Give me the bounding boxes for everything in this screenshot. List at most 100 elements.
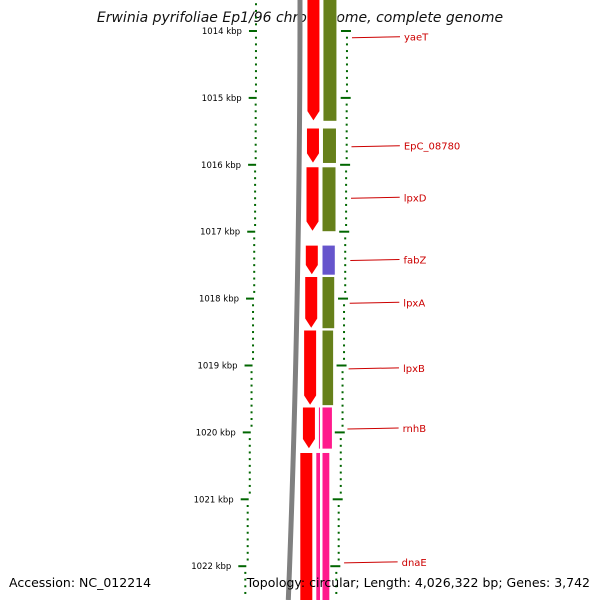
cog-block-yaeT bbox=[322, 0, 338, 122]
right-minor-tick bbox=[345, 217, 348, 220]
minor-tick bbox=[252, 331, 255, 334]
right-minor-tick bbox=[339, 491, 342, 494]
minor-tick bbox=[254, 177, 257, 180]
right-minor-tick bbox=[341, 391, 344, 394]
right-minor-tick bbox=[345, 76, 348, 79]
right-minor-tick bbox=[339, 438, 342, 441]
right-minor-tick bbox=[345, 177, 348, 180]
gene-arrow-lpxB bbox=[303, 329, 318, 407]
gene-tracks bbox=[285, 0, 338, 600]
minor-tick bbox=[246, 525, 249, 528]
minor-tick bbox=[248, 484, 251, 487]
right-minor-tick bbox=[345, 63, 348, 66]
gene-label-EpC_08780: EpC_08780 bbox=[404, 142, 460, 153]
minor-tick bbox=[246, 545, 249, 548]
minor-tick bbox=[246, 558, 249, 561]
right-minor-tick bbox=[343, 310, 346, 313]
scale-ruler: 1014 kbp 1015 kbp 1016 kbp 1017 kbp 1018 kbp… bbox=[191, 3, 351, 594]
gene-arrow-fabZ bbox=[304, 244, 319, 277]
right-minor-tick bbox=[345, 70, 348, 73]
minor-tick bbox=[248, 491, 251, 494]
right-minor-tick bbox=[339, 471, 342, 474]
right-minor-tick bbox=[344, 237, 347, 240]
minor-tick bbox=[248, 464, 251, 467]
right-minor-tick bbox=[345, 110, 348, 113]
minor-tick bbox=[244, 578, 247, 581]
gene-label-dnaE: dnaE bbox=[402, 558, 427, 569]
right-minor-tick bbox=[337, 558, 340, 561]
minor-tick bbox=[246, 538, 249, 541]
accession-text: Accession: NC_012214 bbox=[9, 575, 152, 590]
minor-tick bbox=[254, 70, 257, 73]
gene-arrow-EpC_08780 bbox=[305, 127, 320, 165]
minor-tick bbox=[254, 210, 257, 213]
right-minor-tick bbox=[344, 257, 347, 260]
minor-tick bbox=[254, 116, 257, 119]
label-leader bbox=[347, 427, 399, 430]
right-minor-tick bbox=[337, 518, 340, 521]
right-minor-tick bbox=[335, 591, 338, 594]
right-minor-tick bbox=[345, 56, 348, 59]
gene-arrow-lpxD bbox=[305, 166, 320, 233]
label-leader bbox=[351, 196, 400, 199]
minor-tick bbox=[250, 371, 253, 374]
minor-tick bbox=[254, 217, 257, 220]
right-minor-tick bbox=[337, 545, 340, 548]
minor-tick bbox=[248, 478, 251, 481]
label-leader bbox=[351, 36, 400, 39]
minor-tick bbox=[250, 411, 253, 414]
topology-summary: Topology: circular; Length: 4,026,322 bp… bbox=[246, 575, 590, 590]
minor-tick bbox=[248, 444, 251, 447]
minor-tick bbox=[250, 377, 253, 380]
right-minor-tick bbox=[343, 317, 346, 320]
right-minor-tick bbox=[345, 50, 348, 53]
minor-tick bbox=[254, 203, 257, 206]
right-minor-tick bbox=[341, 418, 344, 421]
gene-labels: yaeT EpC_08780 lpxD fabZ lpxA lpxB rnhB dnaE bbox=[344, 33, 460, 569]
minor-tick bbox=[254, 90, 257, 93]
right-minor-tick bbox=[343, 324, 346, 327]
minor-tick bbox=[252, 357, 255, 360]
minor-tick bbox=[254, 103, 257, 106]
minor-tick bbox=[254, 43, 257, 46]
right-minor-tick bbox=[341, 384, 344, 387]
minor-tick bbox=[253, 277, 256, 280]
minor-tick bbox=[254, 76, 257, 79]
right-minor-tick bbox=[345, 143, 348, 146]
minor-tick bbox=[254, 197, 257, 200]
right-minor-tick bbox=[339, 451, 342, 454]
cog-block-lpxB bbox=[319, 329, 335, 407]
right-minor-tick bbox=[344, 250, 347, 253]
right-minor-tick bbox=[345, 123, 348, 126]
right-minor-tick bbox=[345, 183, 348, 186]
gene-label-lpxD: lpxD bbox=[404, 193, 427, 204]
right-minor-tick bbox=[345, 210, 348, 213]
right-minor-tick bbox=[339, 444, 342, 447]
right-minor-tick bbox=[343, 304, 346, 307]
tick-label: 1014 kbp bbox=[202, 27, 242, 37]
minor-tick bbox=[254, 123, 257, 126]
minor-tick bbox=[252, 310, 255, 313]
minor-tick bbox=[252, 344, 255, 347]
label-leader bbox=[344, 561, 398, 564]
right-minor-tick bbox=[345, 157, 348, 160]
right-minor-tick bbox=[341, 411, 344, 414]
tick-label: 1018 kbp bbox=[199, 295, 239, 305]
minor-tick bbox=[250, 424, 253, 427]
right-minor-tick bbox=[344, 270, 347, 273]
minor-tick bbox=[254, 143, 257, 146]
minor-tick bbox=[246, 518, 249, 521]
right-minor-tick bbox=[345, 130, 348, 133]
minor-tick bbox=[255, 3, 257, 6]
minor-tick bbox=[252, 304, 255, 307]
cog-block-EpC_08780 bbox=[321, 127, 337, 164]
minor-tick bbox=[254, 130, 257, 133]
right-minor-tick bbox=[341, 424, 344, 427]
minor-tick bbox=[253, 270, 256, 273]
minor-tick bbox=[246, 504, 249, 507]
right-minor-tick bbox=[341, 371, 344, 374]
right-minor-tick bbox=[344, 277, 347, 280]
right-minor-tick bbox=[345, 103, 348, 106]
minor-tick bbox=[254, 157, 257, 160]
minor-tick bbox=[253, 284, 256, 287]
